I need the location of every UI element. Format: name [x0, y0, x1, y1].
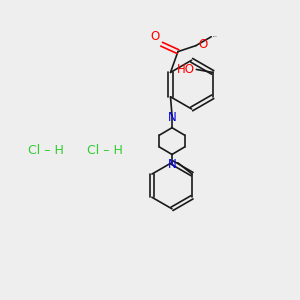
Text: O: O: [198, 38, 207, 51]
Text: N: N: [168, 111, 176, 124]
Text: methyl: methyl: [213, 35, 218, 37]
Text: O: O: [150, 30, 159, 43]
Text: N: N: [168, 158, 176, 171]
Text: Cl – H: Cl – H: [28, 143, 64, 157]
Text: Cl – H: Cl – H: [88, 143, 123, 157]
Text: HO: HO: [177, 63, 195, 76]
